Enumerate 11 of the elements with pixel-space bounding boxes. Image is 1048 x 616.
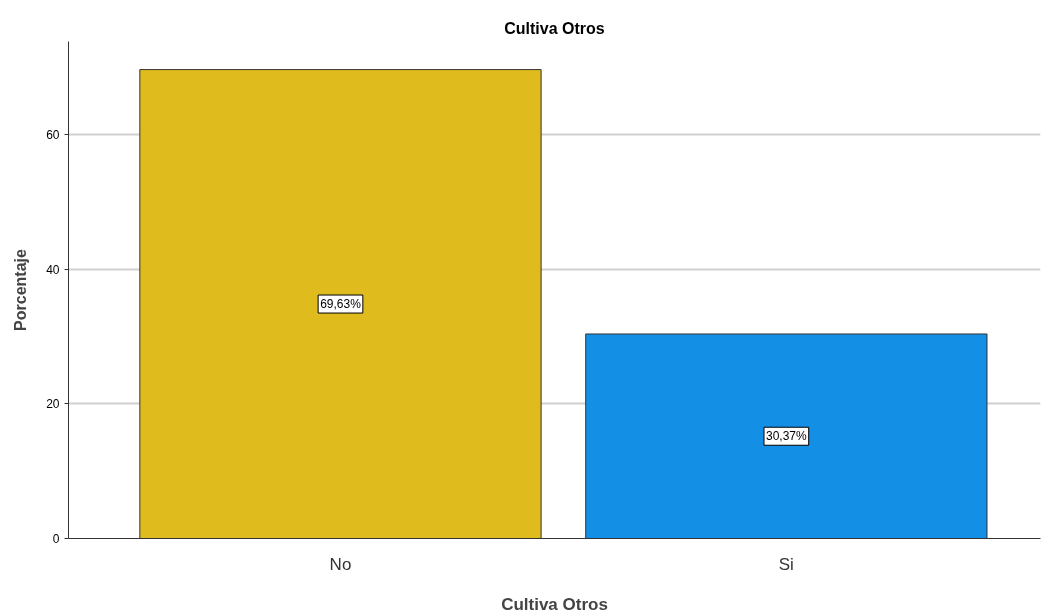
y-tick-label: 60 <box>46 127 60 142</box>
y-tick-label: 20 <box>46 397 60 412</box>
y-tick-label: 40 <box>46 262 60 277</box>
x-tick-label: Si <box>778 554 794 574</box>
chart-title: Cultiva Otros <box>504 19 605 37</box>
x-axis-title: Cultiva Otros <box>501 594 608 614</box>
y-tick-label: 0 <box>52 532 60 546</box>
y-axis-title: Porcentaje <box>12 248 30 331</box>
data-label: 30,37% <box>766 429 808 444</box>
data-label: 69,63% <box>320 297 362 312</box>
x-tick-label: No <box>329 554 352 574</box>
